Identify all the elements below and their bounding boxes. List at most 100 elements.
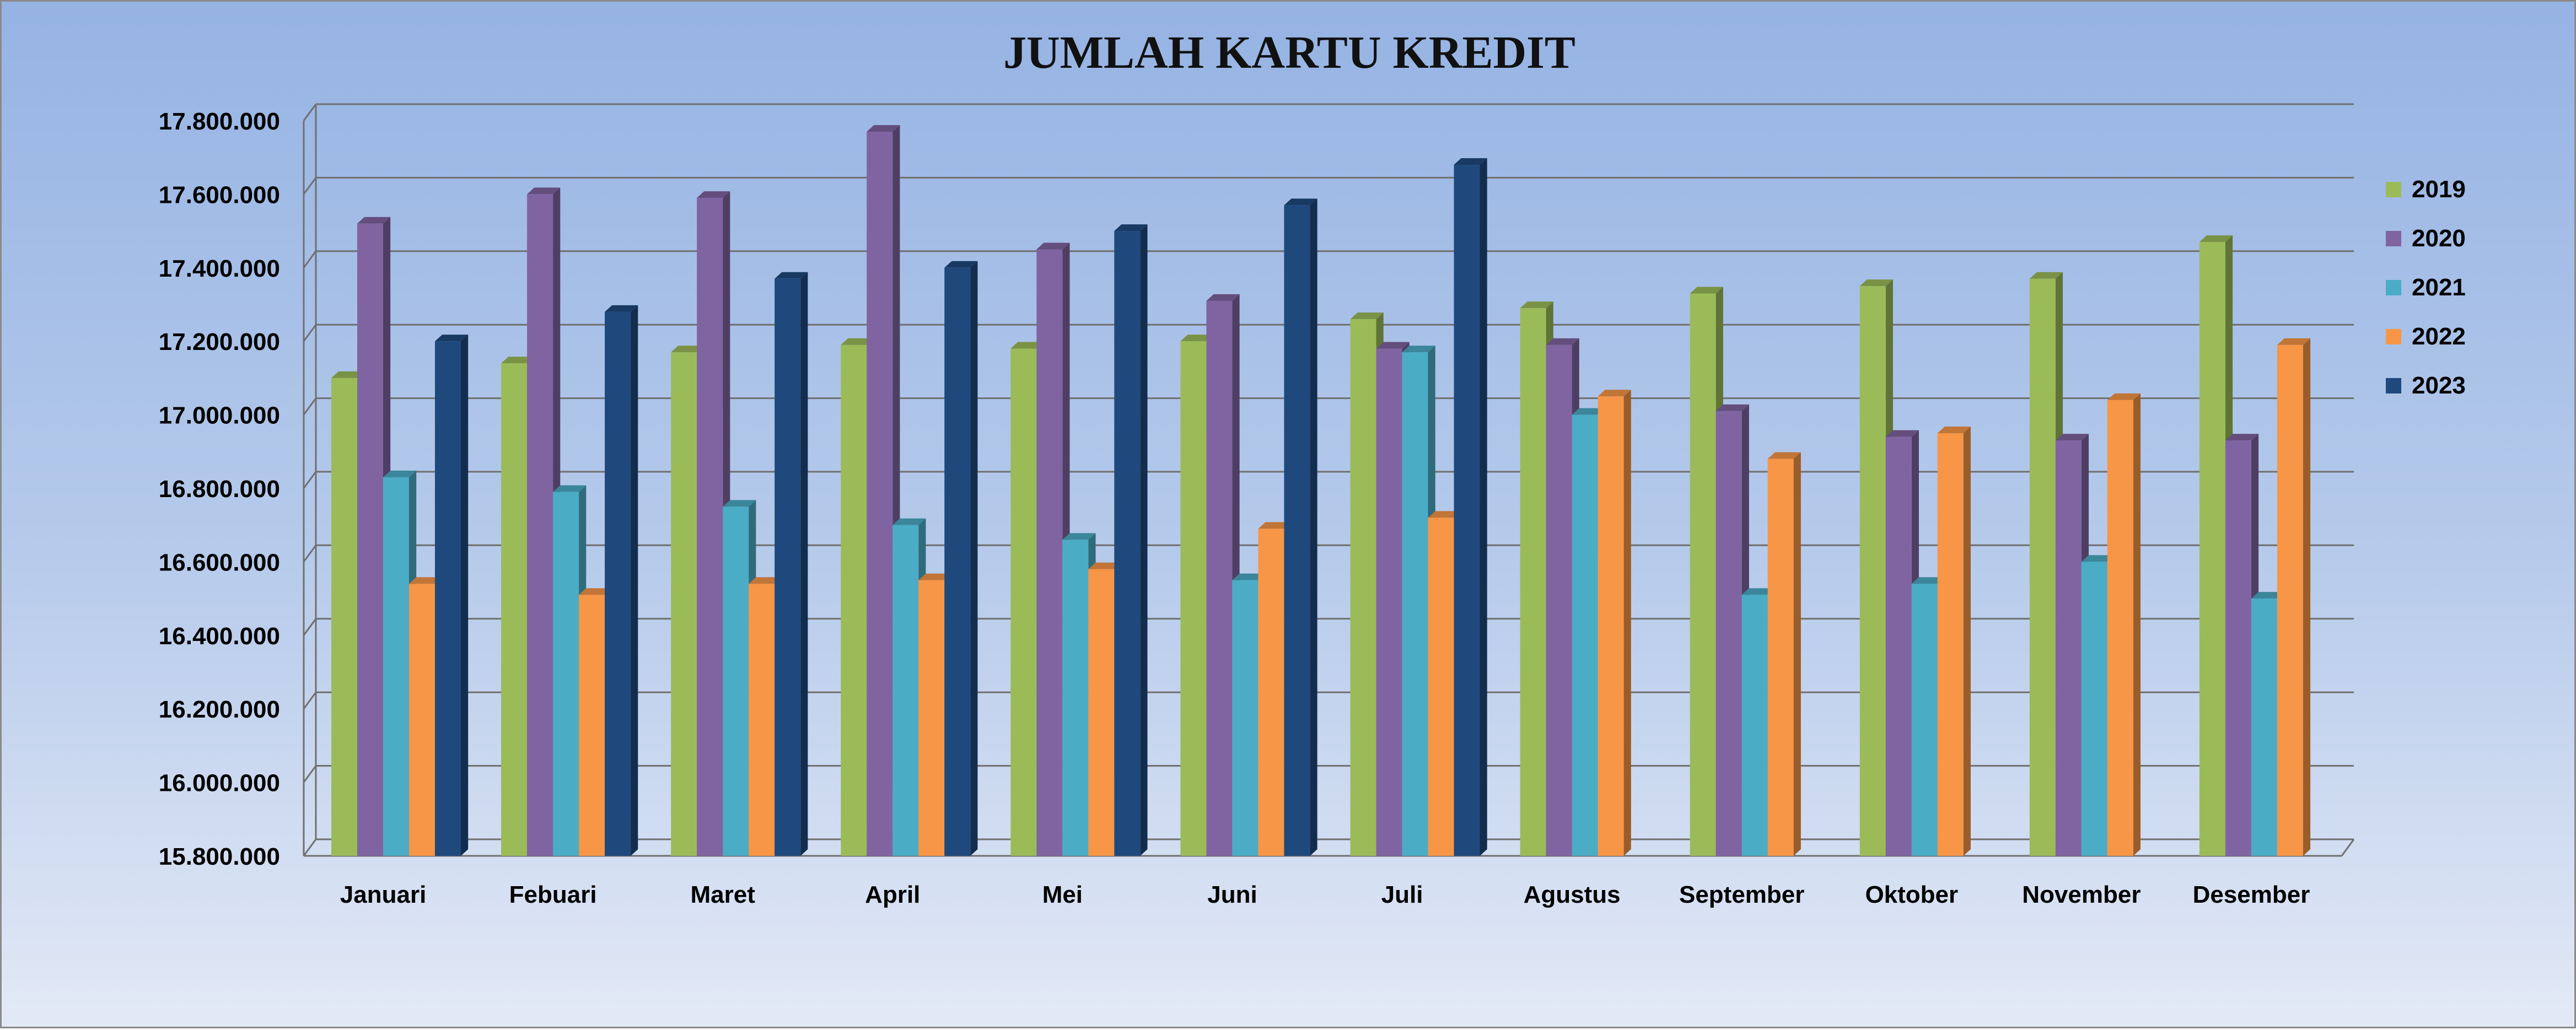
x-tick-label: Januari bbox=[340, 881, 427, 908]
bar-2023-mei bbox=[1114, 224, 1148, 856]
bar-side bbox=[1310, 198, 1317, 856]
bar-front bbox=[1741, 595, 1768, 856]
bar-front bbox=[1572, 414, 1598, 856]
bar-front bbox=[671, 352, 697, 856]
bar-side bbox=[1963, 426, 1971, 856]
bar-side bbox=[970, 261, 978, 856]
bar-side bbox=[1480, 158, 1487, 856]
bar-front bbox=[1859, 286, 1886, 856]
bar-front bbox=[1350, 319, 1376, 856]
bar-top bbox=[1598, 390, 1631, 397]
bar-top bbox=[435, 335, 469, 342]
bar-front bbox=[1598, 396, 1624, 856]
bar-2019-oktober bbox=[1859, 279, 1893, 856]
bar-top bbox=[1206, 294, 1240, 301]
x-tick-label: April bbox=[865, 881, 920, 908]
chart-title: JUMLAH KARTU KREDIT bbox=[1003, 27, 1575, 78]
bar-top bbox=[1859, 279, 1893, 287]
bar-front bbox=[749, 584, 775, 856]
bar-top bbox=[2225, 434, 2259, 441]
bar-front bbox=[409, 584, 435, 856]
bar-front bbox=[2107, 400, 2133, 856]
bar-top bbox=[1546, 338, 1579, 345]
bars bbox=[331, 125, 2311, 856]
x-tick-label: Oktober bbox=[1865, 881, 1958, 908]
bar-top bbox=[1885, 430, 1919, 437]
gridline-side bbox=[303, 250, 317, 268]
bar-top bbox=[553, 485, 587, 492]
x-tick-label: November bbox=[2022, 881, 2141, 908]
bar-top bbox=[944, 261, 978, 268]
bar-side bbox=[1623, 390, 1631, 856]
y-tick-label: 15.800.000 bbox=[159, 843, 280, 870]
bar-top bbox=[867, 125, 900, 132]
bar-front bbox=[1690, 293, 1716, 856]
x-tick-label: Maret bbox=[691, 881, 756, 908]
bar-front bbox=[867, 132, 893, 856]
legend: 2019 2020 2021 2022 2023 bbox=[2386, 176, 2466, 399]
x-tick-label: Juli bbox=[1381, 881, 1423, 908]
bar-front bbox=[1232, 580, 1259, 856]
x-axis: Januari Febuari Maret April Mei Juni Juli Agust… bbox=[340, 881, 2310, 908]
x-tick-label: Agustus bbox=[1524, 881, 1621, 908]
bar-2020-oktober bbox=[1885, 430, 1919, 856]
gridline-side bbox=[303, 104, 317, 121]
gridline-side bbox=[303, 177, 317, 195]
bar-front bbox=[1520, 308, 1546, 856]
bar-front bbox=[2199, 242, 2225, 856]
bar-top bbox=[723, 500, 756, 507]
bar-top bbox=[671, 346, 704, 353]
bar-front bbox=[1180, 341, 1207, 856]
bar-front bbox=[1088, 569, 1115, 856]
x-tick-label: Mei bbox=[1042, 881, 1083, 908]
bar-top bbox=[1258, 522, 1292, 529]
legend-swatch bbox=[2386, 378, 2401, 393]
bar-side bbox=[1793, 452, 1801, 856]
bar-front bbox=[2029, 278, 2056, 856]
bar-front bbox=[527, 194, 553, 856]
bar-front bbox=[2251, 598, 2277, 856]
bar-2023-maret bbox=[775, 272, 808, 856]
bar-top bbox=[2107, 393, 2141, 400]
bar-front bbox=[1036, 249, 1063, 856]
legend-swatch bbox=[2386, 280, 2401, 295]
bar-side bbox=[800, 272, 808, 856]
bar-side bbox=[631, 305, 638, 856]
bar-2023-juni bbox=[1284, 198, 1317, 856]
bar-top bbox=[1180, 335, 1214, 342]
bar-top bbox=[1284, 198, 1317, 206]
bar-2022-oktober bbox=[1937, 426, 1971, 856]
bar-top bbox=[918, 573, 952, 580]
gridline-side bbox=[303, 471, 317, 489]
bar-front bbox=[1114, 231, 1141, 856]
bar-top bbox=[2277, 338, 2311, 345]
bar-side bbox=[1140, 224, 1148, 856]
bar-top bbox=[1010, 342, 1044, 349]
y-tick-label: 17.200.000 bbox=[159, 328, 280, 355]
bar-2022-september bbox=[1767, 452, 1801, 856]
bar-top bbox=[527, 187, 561, 195]
x-tick-label: Febuari bbox=[509, 881, 597, 908]
bar-top bbox=[1088, 562, 1122, 569]
bar-front bbox=[841, 344, 867, 856]
bar-top bbox=[1572, 408, 1605, 415]
bar-top bbox=[579, 588, 612, 595]
bar-2022-desember bbox=[2277, 338, 2311, 856]
bar-front bbox=[2081, 562, 2107, 856]
bar-top bbox=[892, 518, 926, 525]
legend-label: 2022 bbox=[2412, 323, 2466, 350]
gridline-side bbox=[303, 618, 317, 636]
bar-front bbox=[697, 198, 723, 856]
bar-front bbox=[605, 311, 631, 856]
bar-front bbox=[1062, 540, 1089, 856]
bar-top bbox=[2199, 235, 2233, 242]
bar-front bbox=[1010, 348, 1037, 856]
legend-label: 2019 bbox=[2412, 176, 2466, 203]
bar-top bbox=[409, 577, 443, 584]
bar-top bbox=[1715, 404, 1749, 411]
bar-top bbox=[501, 357, 535, 364]
bar-top bbox=[749, 577, 782, 584]
bar-top bbox=[331, 371, 365, 378]
